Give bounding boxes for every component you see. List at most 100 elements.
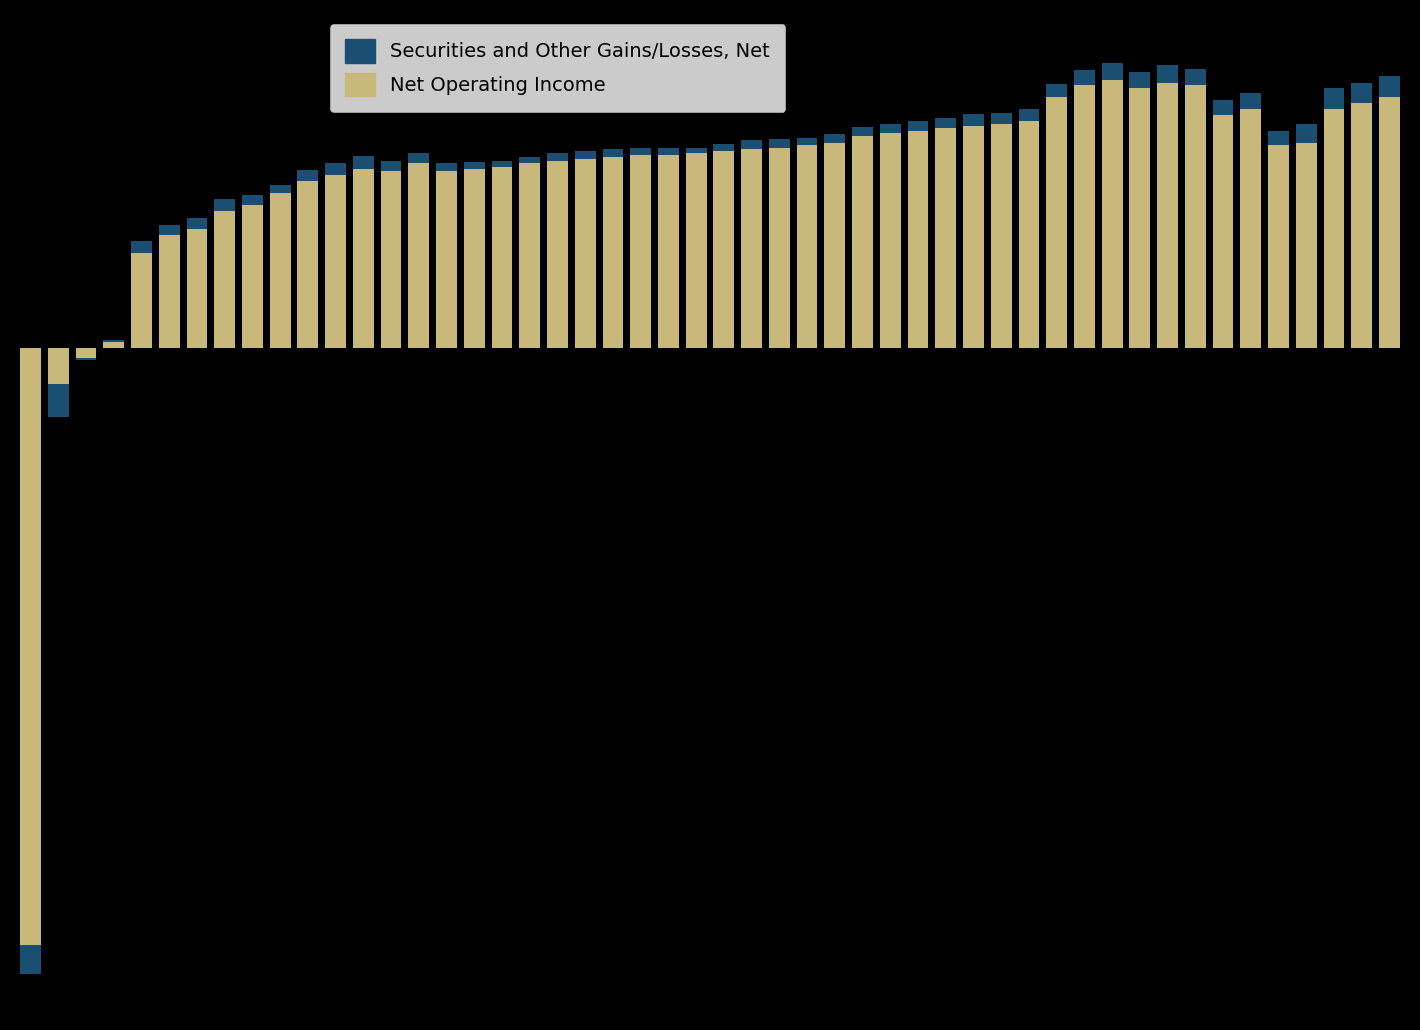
- Bar: [880, 133, 900, 348]
- Bar: [104, 342, 124, 348]
- Bar: [131, 241, 152, 252]
- Bar: [1296, 124, 1316, 143]
- Bar: [1018, 122, 1039, 348]
- Bar: [1213, 115, 1234, 348]
- Bar: [630, 147, 650, 154]
- Bar: [547, 161, 568, 348]
- Bar: [1268, 145, 1289, 348]
- Bar: [104, 340, 124, 342]
- Legend: Securities and Other Gains/Losses, Net, Net Operating Income: Securities and Other Gains/Losses, Net, …: [329, 24, 785, 112]
- Bar: [991, 113, 1011, 124]
- Bar: [270, 193, 291, 348]
- Bar: [880, 124, 900, 133]
- Bar: [270, 184, 291, 193]
- Bar: [381, 171, 402, 348]
- Bar: [575, 151, 595, 160]
- Bar: [436, 163, 457, 171]
- Bar: [20, 945, 41, 974]
- Bar: [602, 157, 623, 348]
- Bar: [1074, 85, 1095, 348]
- Bar: [602, 148, 623, 157]
- Bar: [409, 163, 429, 348]
- Bar: [1157, 65, 1179, 83]
- Bar: [131, 252, 152, 348]
- Bar: [630, 154, 650, 348]
- Bar: [381, 161, 402, 171]
- Bar: [963, 126, 984, 348]
- Bar: [1241, 93, 1261, 109]
- Bar: [907, 122, 929, 131]
- Bar: [1102, 63, 1123, 79]
- Bar: [1241, 109, 1261, 348]
- Bar: [297, 181, 318, 348]
- Bar: [464, 162, 484, 169]
- Bar: [991, 124, 1011, 348]
- Bar: [520, 157, 540, 163]
- Bar: [1157, 83, 1179, 348]
- Bar: [409, 153, 429, 163]
- Bar: [907, 131, 929, 348]
- Bar: [1296, 143, 1316, 348]
- Bar: [354, 156, 373, 169]
- Bar: [936, 129, 956, 348]
- Bar: [75, 348, 97, 357]
- Bar: [491, 161, 513, 167]
- Bar: [852, 128, 873, 136]
- Bar: [1323, 88, 1345, 109]
- Bar: [20, 348, 41, 945]
- Bar: [159, 226, 179, 235]
- Bar: [75, 357, 97, 359]
- Bar: [1323, 109, 1345, 348]
- Bar: [241, 196, 263, 205]
- Bar: [159, 235, 179, 348]
- Bar: [657, 147, 679, 154]
- Bar: [1129, 72, 1150, 88]
- Bar: [1352, 83, 1372, 103]
- Bar: [1184, 85, 1206, 348]
- Bar: [686, 147, 707, 153]
- Bar: [325, 175, 346, 348]
- Bar: [464, 169, 484, 348]
- Bar: [936, 117, 956, 129]
- Bar: [686, 153, 707, 348]
- Bar: [1074, 70, 1095, 85]
- Bar: [186, 218, 207, 229]
- Bar: [520, 163, 540, 348]
- Bar: [1129, 88, 1150, 348]
- Bar: [1268, 131, 1289, 145]
- Bar: [1102, 79, 1123, 348]
- Bar: [214, 199, 236, 211]
- Bar: [436, 171, 457, 348]
- Bar: [852, 136, 873, 348]
- Bar: [741, 140, 763, 148]
- Bar: [354, 169, 373, 348]
- Bar: [1379, 98, 1400, 348]
- Bar: [657, 154, 679, 348]
- Bar: [825, 143, 845, 348]
- Bar: [241, 205, 263, 348]
- Bar: [741, 148, 763, 348]
- Bar: [547, 153, 568, 161]
- Bar: [825, 134, 845, 143]
- Bar: [214, 211, 236, 348]
- Bar: [297, 170, 318, 181]
- Bar: [491, 167, 513, 348]
- Bar: [1047, 98, 1066, 348]
- Bar: [797, 145, 818, 348]
- Bar: [325, 163, 346, 175]
- Bar: [1184, 69, 1206, 85]
- Bar: [1379, 76, 1400, 98]
- Bar: [48, 348, 68, 384]
- Bar: [1018, 109, 1039, 122]
- Bar: [713, 151, 734, 348]
- Bar: [770, 139, 790, 147]
- Bar: [1047, 84, 1066, 98]
- Bar: [1213, 100, 1234, 115]
- Bar: [963, 114, 984, 126]
- Bar: [713, 144, 734, 151]
- Bar: [48, 384, 68, 417]
- Bar: [797, 138, 818, 145]
- Bar: [1352, 103, 1372, 348]
- Bar: [575, 160, 595, 348]
- Bar: [186, 229, 207, 348]
